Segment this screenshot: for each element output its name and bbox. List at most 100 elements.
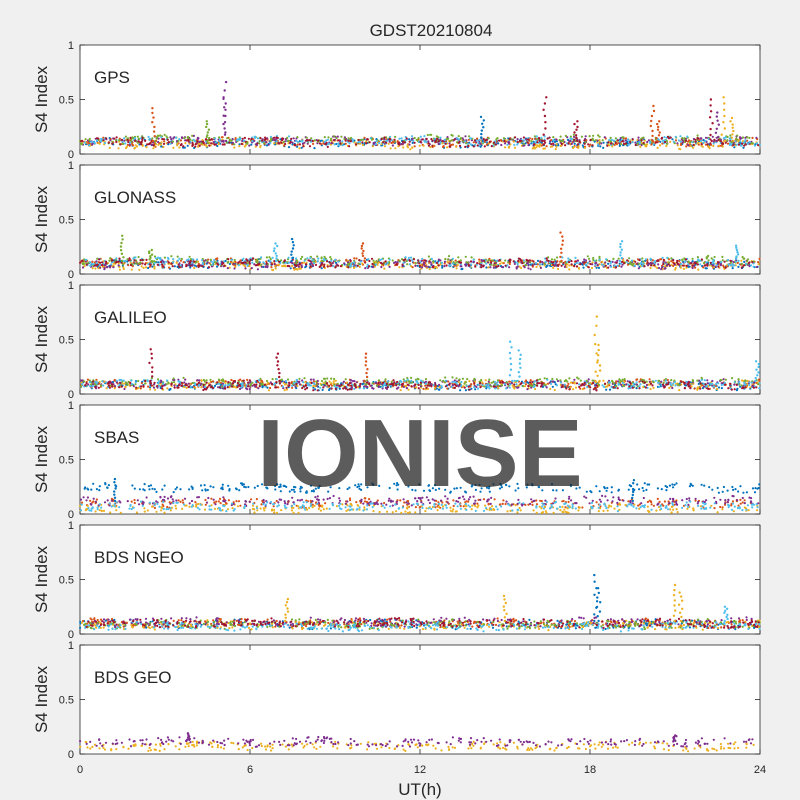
data-point — [735, 137, 738, 140]
data-point — [355, 257, 358, 260]
data-point — [131, 136, 134, 139]
data-point — [258, 262, 261, 265]
data-point — [552, 380, 555, 383]
data-point — [213, 258, 216, 262]
data-point — [331, 262, 334, 265]
data-point — [334, 266, 337, 269]
data-point — [638, 385, 641, 388]
data-point — [466, 378, 469, 381]
data-point — [408, 138, 411, 141]
data-point — [594, 383, 597, 387]
data-point — [576, 376, 579, 379]
data-point — [661, 266, 664, 269]
data-point — [498, 259, 501, 262]
data-point — [140, 382, 143, 385]
data-point — [271, 263, 274, 266]
spike-point — [652, 104, 655, 108]
data-point — [153, 261, 156, 265]
data-point — [607, 266, 610, 269]
data-point — [584, 263, 588, 266]
data-point — [696, 137, 699, 140]
data-point — [513, 143, 516, 146]
data-point — [622, 142, 626, 145]
data-point — [423, 259, 426, 262]
data-point — [296, 136, 299, 139]
data-point — [543, 377, 546, 380]
data-point — [139, 261, 142, 264]
data-point — [667, 137, 671, 140]
data-point — [483, 385, 486, 388]
data-point — [583, 261, 586, 264]
data-point — [124, 385, 127, 389]
data-point — [283, 259, 286, 262]
data-point — [124, 135, 127, 138]
data-point — [391, 259, 394, 262]
data-point — [651, 259, 655, 262]
spike-point — [543, 139, 546, 143]
data-point — [345, 381, 349, 384]
data-point — [311, 140, 314, 143]
data-point — [265, 379, 269, 383]
data-point — [657, 266, 661, 270]
data-point — [706, 382, 709, 385]
data-point — [147, 135, 150, 138]
data-point — [414, 264, 417, 267]
data-point — [400, 137, 403, 140]
spike-point — [542, 108, 545, 112]
data-point — [157, 137, 160, 140]
data-point — [740, 266, 743, 269]
data-point — [348, 142, 351, 145]
spike-point — [150, 253, 154, 256]
data-point — [83, 141, 86, 144]
data-point — [626, 259, 629, 262]
data-point — [406, 378, 409, 381]
data-point — [637, 267, 640, 270]
data-point — [330, 259, 333, 262]
data-point — [163, 262, 166, 265]
data-point — [358, 259, 361, 262]
data-point — [263, 262, 266, 265]
data-point — [608, 139, 611, 142]
data-point — [249, 258, 252, 261]
data-point — [588, 145, 591, 148]
spike-point — [735, 246, 738, 249]
data-point — [691, 379, 694, 382]
data-point — [243, 145, 246, 148]
data-point — [660, 380, 663, 383]
data-point — [646, 143, 649, 146]
data-point — [667, 263, 670, 266]
data-point — [91, 263, 94, 266]
data-point — [109, 266, 112, 269]
data-point — [113, 387, 116, 390]
spike-point — [723, 108, 726, 112]
data-point — [134, 383, 137, 386]
data-point — [129, 261, 132, 264]
data-point — [265, 144, 269, 147]
data-point — [367, 265, 371, 268]
data-point — [217, 263, 220, 266]
data-point — [424, 378, 428, 381]
data-point — [228, 141, 231, 144]
data-point — [533, 143, 536, 146]
data-point — [347, 139, 350, 142]
data-point — [171, 265, 174, 268]
data-point — [563, 383, 566, 386]
data-point — [317, 139, 320, 142]
data-point — [748, 383, 751, 387]
data-point — [410, 379, 413, 383]
data-point — [365, 142, 368, 145]
data-point — [490, 145, 493, 148]
data-point — [467, 145, 470, 148]
spike-point — [361, 252, 364, 255]
data-point — [736, 261, 739, 264]
data-point — [254, 264, 257, 267]
data-point — [737, 140, 740, 143]
data-point — [457, 135, 460, 138]
data-point — [309, 378, 313, 381]
data-point — [321, 259, 324, 262]
data-point — [134, 256, 137, 259]
data-point — [277, 142, 280, 145]
data-point — [559, 144, 562, 148]
